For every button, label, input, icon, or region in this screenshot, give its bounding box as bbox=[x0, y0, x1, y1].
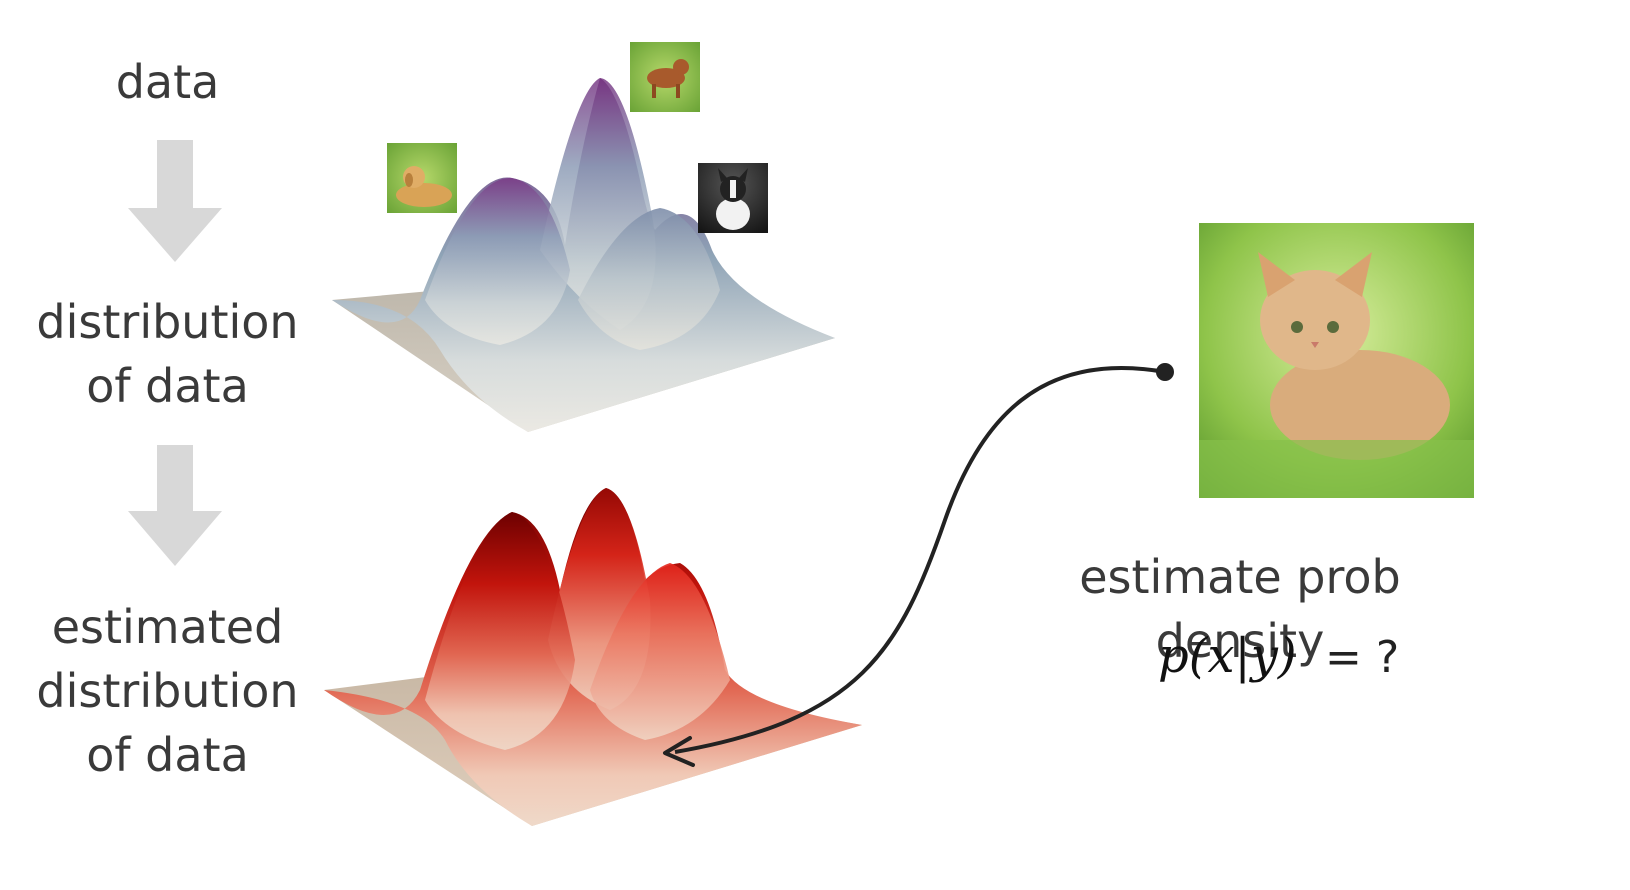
dog-image-bulldog bbox=[698, 163, 768, 233]
label-distribution-line2: of data bbox=[86, 359, 249, 413]
dog-image-golden bbox=[387, 143, 457, 213]
label-distribution-line1: distribution bbox=[36, 295, 299, 349]
label-data-text: data bbox=[115, 55, 220, 109]
label-estimated-distribution: estimated distribution of data bbox=[30, 595, 305, 787]
connector-arrow bbox=[663, 363, 1174, 767]
label-data: data bbox=[60, 50, 275, 114]
true-distribution-surface bbox=[332, 78, 835, 432]
caption-estimate: estimate prob density bbox=[990, 545, 1490, 673]
dog-image-puppy bbox=[630, 42, 700, 112]
formula: p(x|y) bbox=[1158, 628, 1297, 684]
formula-text: p(x|y) bbox=[1158, 628, 1297, 684]
down-arrow-2 bbox=[128, 445, 222, 566]
cat-image bbox=[1199, 223, 1474, 498]
label-estimated-line2: distribution bbox=[36, 664, 299, 718]
estimated-distribution-surface bbox=[324, 488, 862, 826]
label-estimated-line1: estimated bbox=[51, 600, 284, 654]
label-estimated-line3: of data bbox=[86, 728, 249, 782]
down-arrow-1 bbox=[128, 140, 222, 262]
caption-estimate-text: estimate prob density bbox=[1079, 550, 1401, 668]
formula-equals: = ? bbox=[1325, 632, 1399, 683]
label-distribution: distribution of data bbox=[30, 290, 305, 418]
formula-equals-text: = ? bbox=[1325, 632, 1400, 683]
